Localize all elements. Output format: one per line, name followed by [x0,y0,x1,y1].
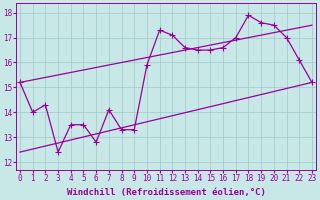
X-axis label: Windchill (Refroidissement éolien,°C): Windchill (Refroidissement éolien,°C) [67,188,265,197]
